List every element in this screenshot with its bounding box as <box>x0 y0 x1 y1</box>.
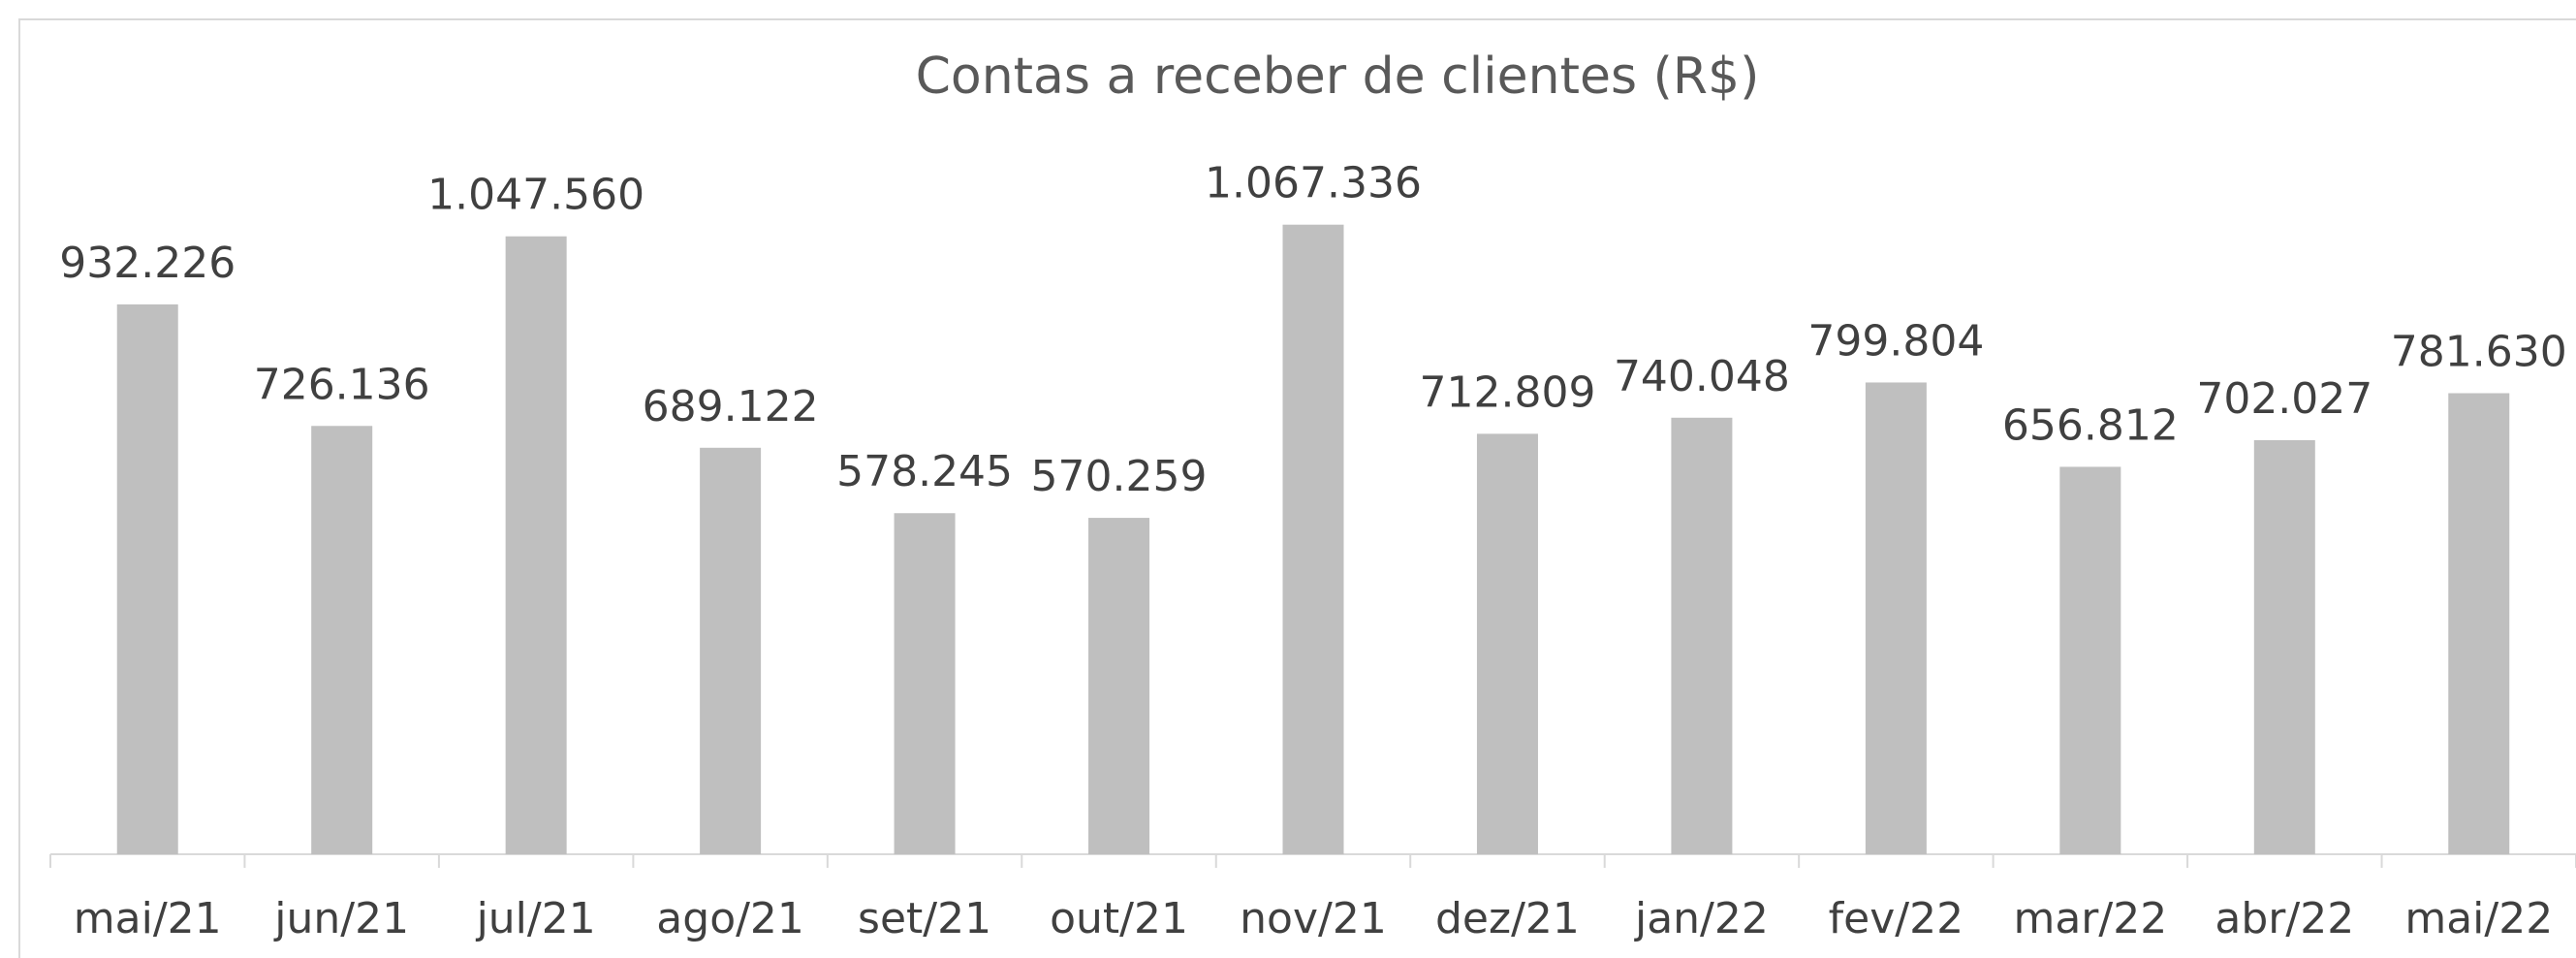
x-tick-label: mar/22 <box>2013 894 2167 943</box>
data-label: 1.047.560 <box>427 171 644 220</box>
bar <box>1671 417 1733 854</box>
x-tick-label: mai/22 <box>2404 894 2553 943</box>
bar <box>700 447 762 854</box>
chart-frame <box>18 18 2576 958</box>
bar <box>505 236 567 855</box>
x-tick-label: jan/22 <box>1634 894 1769 943</box>
x-tick-label: fev/22 <box>1829 894 1963 943</box>
x-tick-label: abr/22 <box>2215 894 2354 943</box>
data-label: 932.226 <box>59 239 236 288</box>
x-tick-label: nov/21 <box>1240 894 1387 943</box>
x-tick-label: jul/21 <box>476 894 596 943</box>
chart-title: Contas a receber de clientes (R$) <box>916 48 1760 106</box>
x-tick-label: jun/21 <box>273 894 409 943</box>
bar <box>2253 439 2315 854</box>
data-label: 1.067.336 <box>1205 159 1422 208</box>
bar <box>1282 224 1344 855</box>
data-label: 656.812 <box>2002 400 2179 450</box>
bar <box>1088 518 1150 854</box>
data-label: 712.809 <box>1419 367 1595 417</box>
data-label: 570.259 <box>1031 452 1208 501</box>
bar <box>2448 393 2510 854</box>
x-tick-label: ago/21 <box>656 894 804 943</box>
data-label: 578.245 <box>836 447 1013 496</box>
bar <box>1865 382 1927 854</box>
data-label: 689.122 <box>643 382 819 431</box>
bar <box>2059 466 2121 854</box>
x-tick-label: set/21 <box>858 894 991 943</box>
x-tick-label: dez/21 <box>1435 894 1580 943</box>
data-label: 726.136 <box>254 360 430 409</box>
bar <box>116 303 178 854</box>
bar <box>894 513 956 854</box>
x-tick-label: mai/21 <box>74 894 222 943</box>
data-label: 799.804 <box>1807 316 1984 366</box>
data-label: 781.630 <box>2391 328 2567 377</box>
x-tick-label: out/21 <box>1050 894 1188 943</box>
bar <box>1476 433 1538 854</box>
bar <box>311 426 373 854</box>
data-label: 740.048 <box>1614 352 1790 401</box>
data-label: 702.027 <box>2196 374 2372 424</box>
